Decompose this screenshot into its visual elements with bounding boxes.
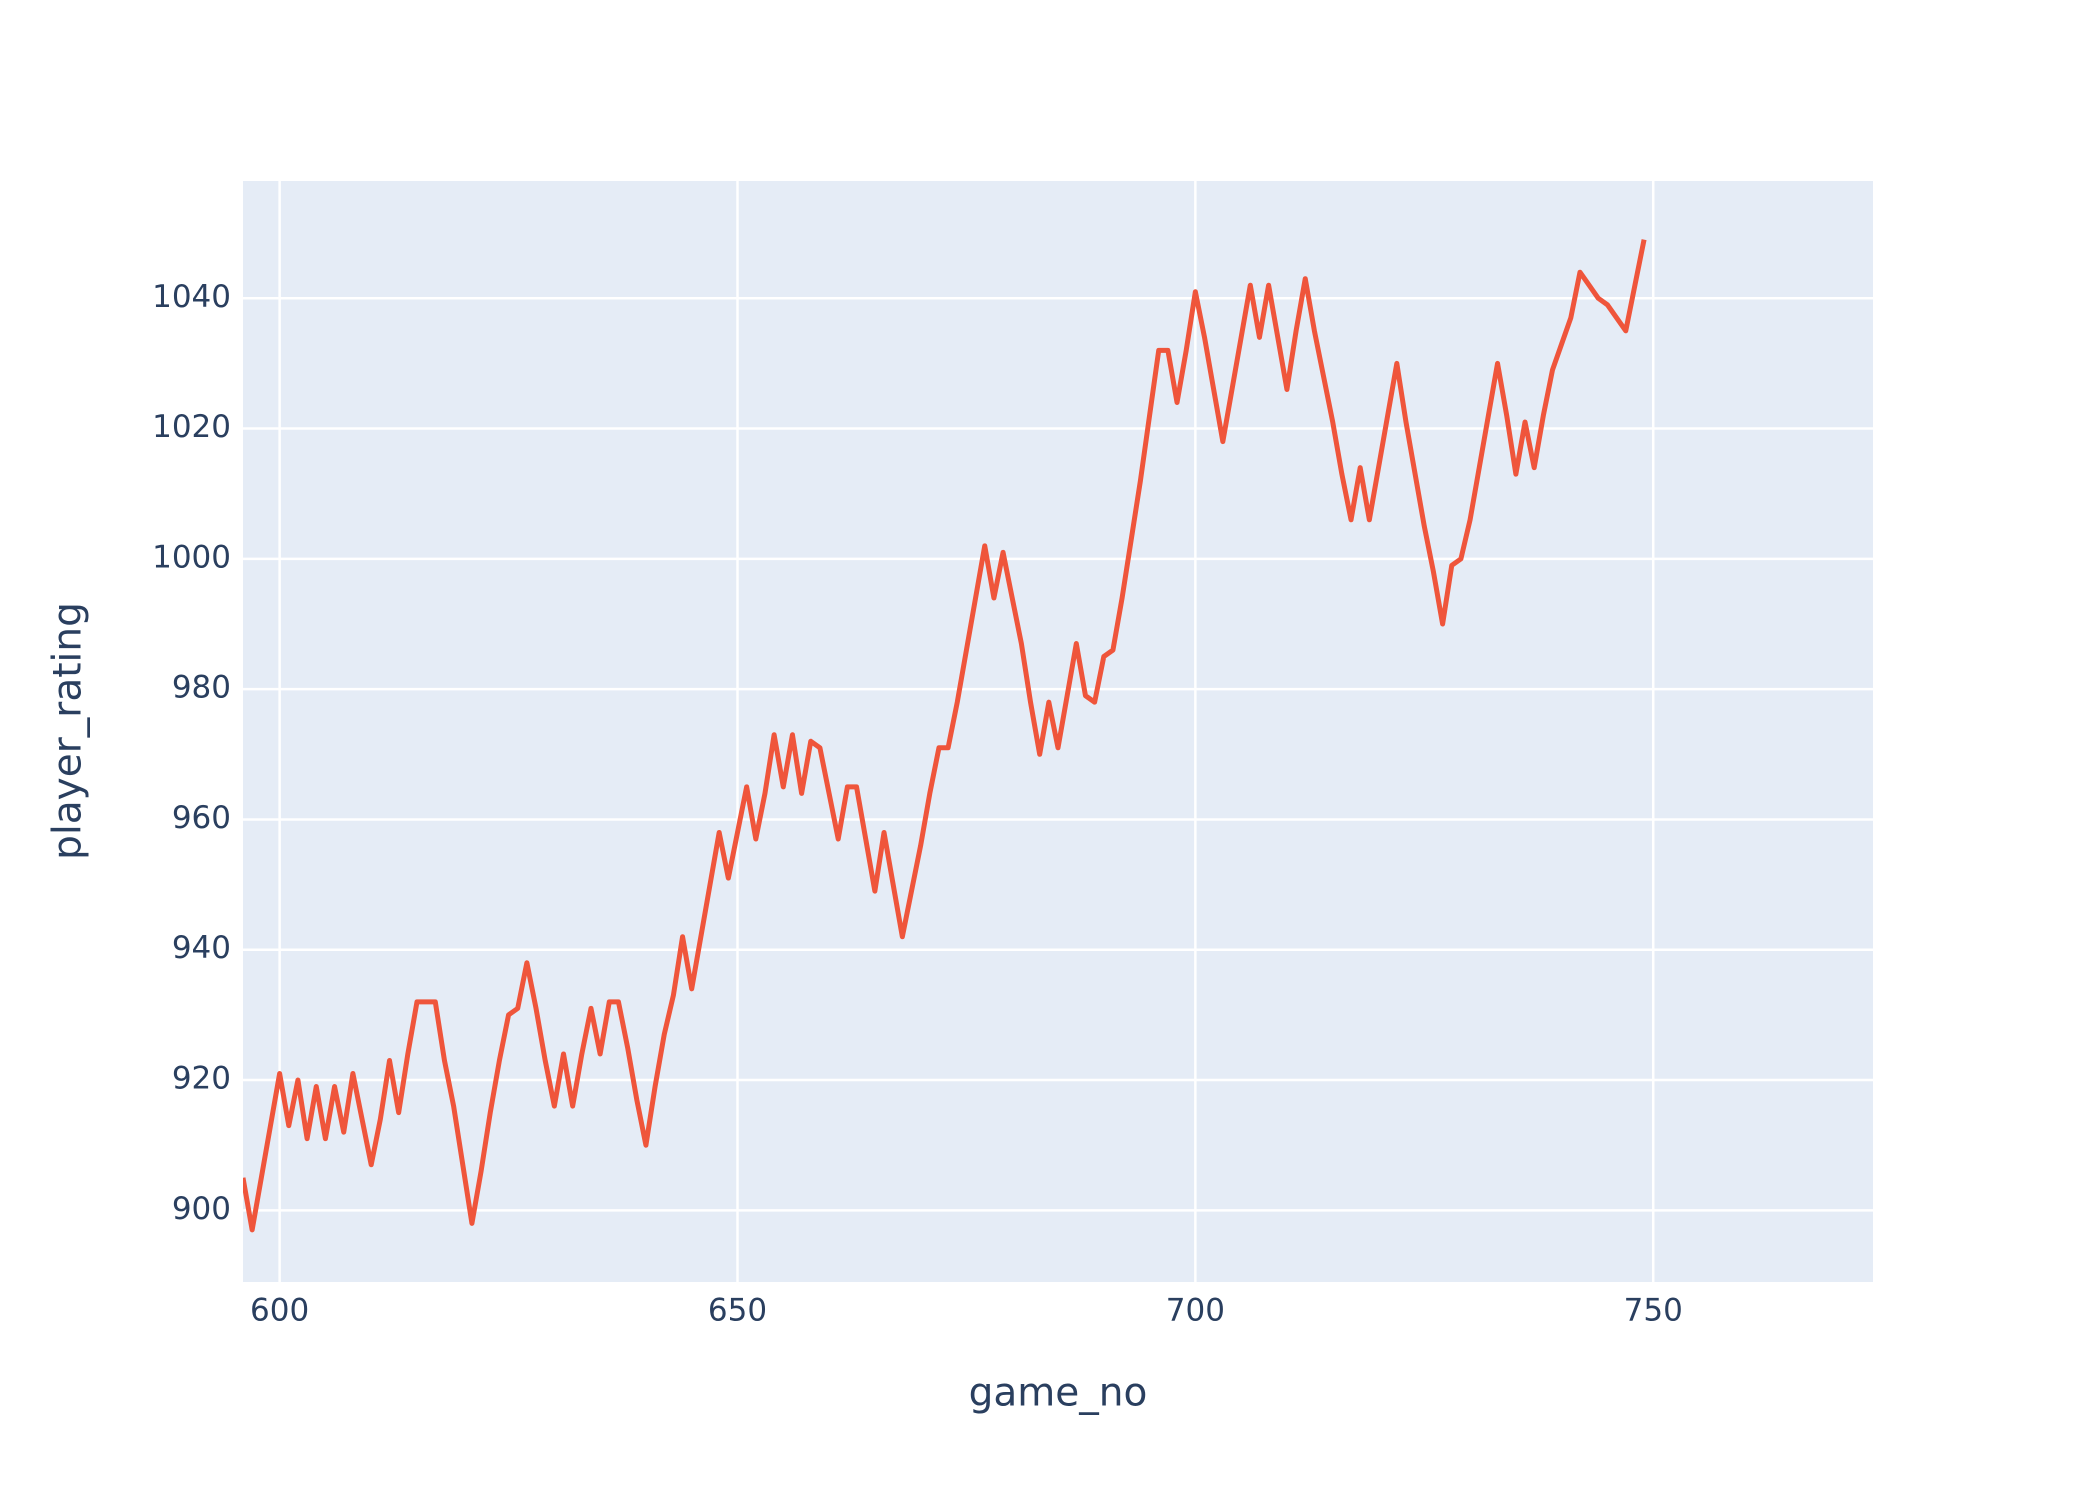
y-axis-title: player_rating <box>46 602 91 860</box>
x-axis-title: game_no <box>969 1371 1148 1416</box>
x-tick-label: 600 <box>250 1293 309 1329</box>
x-tick-label: 650 <box>708 1293 767 1329</box>
x-tick-label: 750 <box>1624 1293 1683 1329</box>
y-tick-label: 940 <box>172 930 231 966</box>
y-tick-label: 1000 <box>152 539 231 575</box>
y-tick-label: 980 <box>172 670 231 706</box>
x-tick-label: 700 <box>1166 1293 1225 1329</box>
y-tick-label: 960 <box>172 800 231 836</box>
plot-area <box>243 181 1873 1282</box>
y-tick-label: 1040 <box>152 279 231 315</box>
y-tick-label: 920 <box>172 1061 231 1097</box>
y-tick-label: 1020 <box>152 409 231 445</box>
data-line <box>243 239 1647 1233</box>
y-tick-label: 900 <box>172 1191 231 1227</box>
